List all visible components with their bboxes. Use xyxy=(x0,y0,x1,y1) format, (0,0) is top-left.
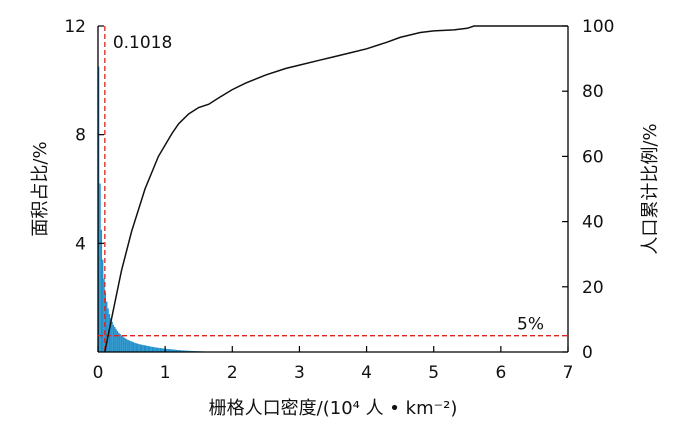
histogram-bar xyxy=(111,321,113,352)
histogram-bar xyxy=(142,344,144,352)
histogram-bar xyxy=(146,345,148,352)
histogram-bar xyxy=(147,346,150,352)
x-tick-label: 3 xyxy=(294,363,305,383)
histogram-bar xyxy=(181,350,183,352)
histogram-bar xyxy=(170,349,172,352)
histogram-bar xyxy=(175,349,178,352)
histogram-bar xyxy=(177,349,179,352)
histogram-bar xyxy=(100,229,103,352)
histogram-bar xyxy=(131,341,133,352)
histogram-bar xyxy=(116,331,119,352)
histogram-bar xyxy=(122,336,124,352)
histogram-bar xyxy=(124,338,127,352)
y-right-tick-label: 60 xyxy=(582,147,604,167)
histogram-bar xyxy=(135,343,137,352)
y-right-tick-label: 40 xyxy=(582,213,604,233)
cumulative-curve-group xyxy=(104,25,568,353)
hline-annotation: 5% xyxy=(517,315,544,335)
y-right-tick-label: 80 xyxy=(582,82,604,102)
y-right-tick-label: 100 xyxy=(582,17,614,37)
y-right-axis-title: 人口累计比例/% xyxy=(640,123,661,254)
histogram-bar xyxy=(149,346,151,352)
x-tick-label: 6 xyxy=(495,363,506,383)
histogram-bar xyxy=(110,318,112,352)
histogram-bar xyxy=(185,350,187,352)
histogram-bar xyxy=(140,344,143,352)
y-left-tick-label: 12 xyxy=(64,17,86,37)
reference-lines: 0.1018 5% xyxy=(98,26,568,352)
histogram-bar xyxy=(155,347,158,352)
histogram-bar xyxy=(106,301,108,352)
histogram-bar xyxy=(162,348,164,352)
histogram-bar xyxy=(158,347,160,352)
histogram-bar xyxy=(98,66,100,352)
histogram-bar xyxy=(153,347,155,352)
histogram-bar xyxy=(169,349,171,352)
histogram-bar xyxy=(119,334,121,352)
y-right-tick-label: 20 xyxy=(582,278,604,298)
histogram-bar xyxy=(127,340,129,352)
histogram-bar xyxy=(151,346,154,352)
histogram-bar xyxy=(182,350,184,352)
cumulative-curve xyxy=(104,25,568,353)
histogram-bar xyxy=(134,342,136,352)
histogram-bar xyxy=(163,348,166,352)
histogram-bar xyxy=(173,349,175,352)
axis-labels: 栅格人口密度/(10⁴ 人 • km⁻²) 面积占比/% 人口累计比例/% xyxy=(30,123,661,419)
histogram-bar xyxy=(154,347,156,352)
histogram-bar xyxy=(120,335,123,352)
histogram-bar xyxy=(136,343,139,352)
histogram-bar xyxy=(167,349,170,352)
histogram-bar xyxy=(126,339,128,352)
histogram-bar xyxy=(128,340,131,352)
x-tick-label: 2 xyxy=(227,363,238,383)
histogram-bar xyxy=(118,332,120,352)
histogram-bar xyxy=(112,324,115,352)
x-tick-label: 7 xyxy=(563,363,574,383)
histogram-bar xyxy=(115,329,117,352)
y-left-tick-label: 8 xyxy=(75,126,86,146)
histogram-bar xyxy=(139,344,141,352)
histogram-bar xyxy=(186,350,188,352)
histogram-bar xyxy=(99,183,101,352)
histogram-bar xyxy=(174,349,176,352)
histogram-bar xyxy=(132,342,135,352)
y-left-axis-title: 面积占比/% xyxy=(30,141,51,236)
histogram-bar xyxy=(178,350,180,352)
vline-annotation: 0.1018 xyxy=(113,33,172,53)
histogram-bar xyxy=(114,327,116,352)
histogram-bar xyxy=(145,345,147,352)
histogram-bar xyxy=(165,348,167,352)
histogram-bar xyxy=(150,346,152,352)
histogram-bar xyxy=(183,350,186,352)
plot-frame xyxy=(97,26,569,353)
histogram-bar xyxy=(166,348,168,352)
x-axis-title: 栅格人口密度/(10⁴ 人 • km⁻²) xyxy=(209,398,458,419)
histogram-bar xyxy=(171,349,174,352)
histogram-bar xyxy=(123,337,125,352)
histogram-bar xyxy=(161,348,163,352)
histogram-bar xyxy=(130,341,132,352)
histogram-bar xyxy=(107,308,109,352)
x-tick-label: 4 xyxy=(361,363,372,383)
x-tick-label: 1 xyxy=(160,363,171,383)
histogram-bar xyxy=(157,347,159,352)
histogram-bar xyxy=(143,345,145,352)
histogram-bars xyxy=(98,66,233,352)
histogram-bar xyxy=(138,344,140,352)
x-tick-label: 5 xyxy=(428,363,439,383)
y-right-tick-label: 0 xyxy=(582,343,593,363)
histogram-bar xyxy=(103,278,105,352)
y-left-tick-label: 4 xyxy=(75,234,86,254)
histogram-bar xyxy=(159,348,162,352)
x-tick-label: 0 xyxy=(93,363,104,383)
histogram-bar xyxy=(179,350,182,352)
histogram-bar xyxy=(102,259,104,352)
